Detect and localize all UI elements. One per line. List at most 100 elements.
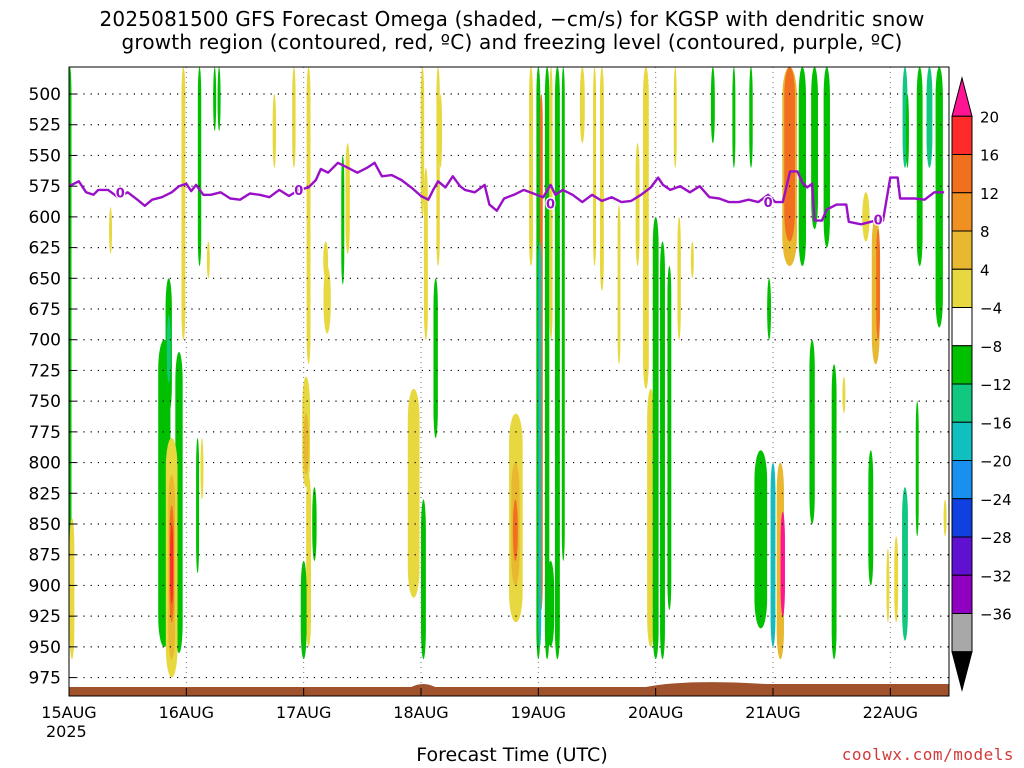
omega-cell [823, 67, 830, 248]
omega-cell [306, 67, 311, 365]
colorbar-segment [951, 154, 973, 194]
omega-cell [593, 67, 597, 267]
x-tick-label: 16AUG [159, 703, 214, 722]
x-tick-label: 17AUG [276, 703, 331, 722]
omega-cell [197, 67, 202, 267]
omega-cell [69, 517, 75, 660]
omega-cell [341, 155, 345, 285]
freezing-level-line [68, 161, 945, 226]
omega-cell [935, 67, 943, 328]
omega-cell [217, 67, 221, 131]
y-tick-label: 575 [29, 177, 61, 197]
colorbar-segment [951, 613, 973, 653]
x-axis: 15AUG 16AUG 17AUG 18AUG 19AUG 20AUG 21AUG 22AUG [41, 688, 918, 722]
omega-cell [876, 229, 881, 340]
terrain-band [69, 687, 949, 696]
omega-cell [213, 67, 217, 131]
y-tick-label: 825 [29, 484, 61, 504]
colorbar-label: −8 [980, 338, 1002, 356]
omega-cell [784, 67, 795, 242]
y-tick-label: 675 [29, 300, 61, 320]
terrain-band [69, 682, 949, 696]
colorbar-label: 4 [980, 261, 990, 279]
omega-cell [809, 339, 815, 525]
omega-cell [647, 388, 655, 647]
y-tick-label: 750 [29, 392, 61, 412]
colorbar-segment [951, 345, 973, 385]
y-tick-label: 550 [29, 146, 61, 166]
colorbar-label: 12 [980, 185, 999, 203]
omega-cell [677, 216, 681, 340]
omega-cell [894, 536, 899, 623]
x-tick-label: 19AUG [511, 703, 566, 722]
omega-cell [303, 413, 309, 475]
omega-cell [652, 216, 659, 660]
omega-cell [423, 167, 428, 340]
chart-title: 2025081500 GFS Forecast Omega (shaded, −… [0, 8, 1024, 54]
omega-cell [902, 487, 908, 641]
y-axis: 500 525 550 575 600 625 650 675 700 725 750 775 800 8… [29, 85, 76, 689]
colorbar-segment [951, 498, 973, 538]
omega-cell [529, 67, 533, 267]
omega-cell [660, 241, 665, 660]
x-tick-label: 18AUG [393, 703, 448, 722]
omega-cell [754, 450, 768, 629]
omega-cell [599, 67, 604, 291]
freezing-level-label: 0 [874, 213, 883, 228]
freezing-level-label: 0 [294, 184, 303, 199]
y-tick-label: 975 [29, 669, 61, 689]
site-credit[interactable]: coolwx.com/models [841, 745, 1014, 764]
omega-cell [770, 462, 776, 647]
colorbar-label: −36 [980, 606, 1012, 624]
omega-cell [323, 266, 331, 334]
y-tick-label: 775 [29, 423, 61, 443]
y-tick-label: 875 [29, 546, 61, 566]
omega-cell [868, 450, 874, 586]
omega-cell [635, 143, 640, 267]
omega-cell [943, 499, 947, 537]
omega-cell [780, 511, 785, 617]
omega-cell [905, 94, 909, 168]
colorbar-label: 16 [980, 147, 999, 165]
colorbar-segment [951, 460, 973, 500]
omega-cell [916, 67, 923, 267]
colorbar-segment [951, 383, 973, 423]
omega-cell [710, 67, 715, 144]
omega-cell [544, 67, 550, 660]
colorbar-segment [951, 536, 973, 576]
omega-cell [546, 560, 555, 647]
plot-frame [68, 66, 950, 697]
colorbar-segment [951, 421, 973, 461]
colorbar-arrow-bottom [951, 651, 973, 692]
omega-cell [433, 278, 438, 439]
omega-cell [926, 67, 933, 168]
omega-cell [200, 438, 204, 500]
omega-cell [561, 67, 565, 561]
x-axis-title: Forecast Time (UTC) [416, 744, 608, 766]
y-tick-label: 625 [29, 239, 61, 259]
freezing-level-label: 0 [546, 197, 555, 212]
omega-cell [206, 241, 210, 279]
omega-cell [170, 524, 174, 604]
omega-cell [300, 560, 307, 660]
x-tick-label: 15AUG [41, 703, 96, 722]
y-tick-label: 525 [29, 116, 61, 136]
colorbar-segment [951, 192, 973, 232]
freezing-level-label: 0 [116, 186, 125, 201]
colorbar-label: 20 [980, 108, 999, 126]
omega-cell [166, 315, 171, 383]
omega-cell [617, 204, 621, 365]
omega-cell [272, 94, 277, 168]
omega-cell [512, 499, 518, 561]
y-tick-label: 950 [29, 638, 61, 658]
x-axis-year-label: 2025 [46, 722, 87, 741]
omega-cell [579, 67, 585, 144]
omega-cell [798, 67, 806, 267]
omega-cell [306, 474, 311, 647]
omega-cell [549, 67, 553, 340]
colorbar-segment [951, 574, 973, 614]
colorbar-segment [951, 307, 973, 347]
omega-cell [732, 67, 736, 168]
omega-cell [439, 94, 443, 168]
